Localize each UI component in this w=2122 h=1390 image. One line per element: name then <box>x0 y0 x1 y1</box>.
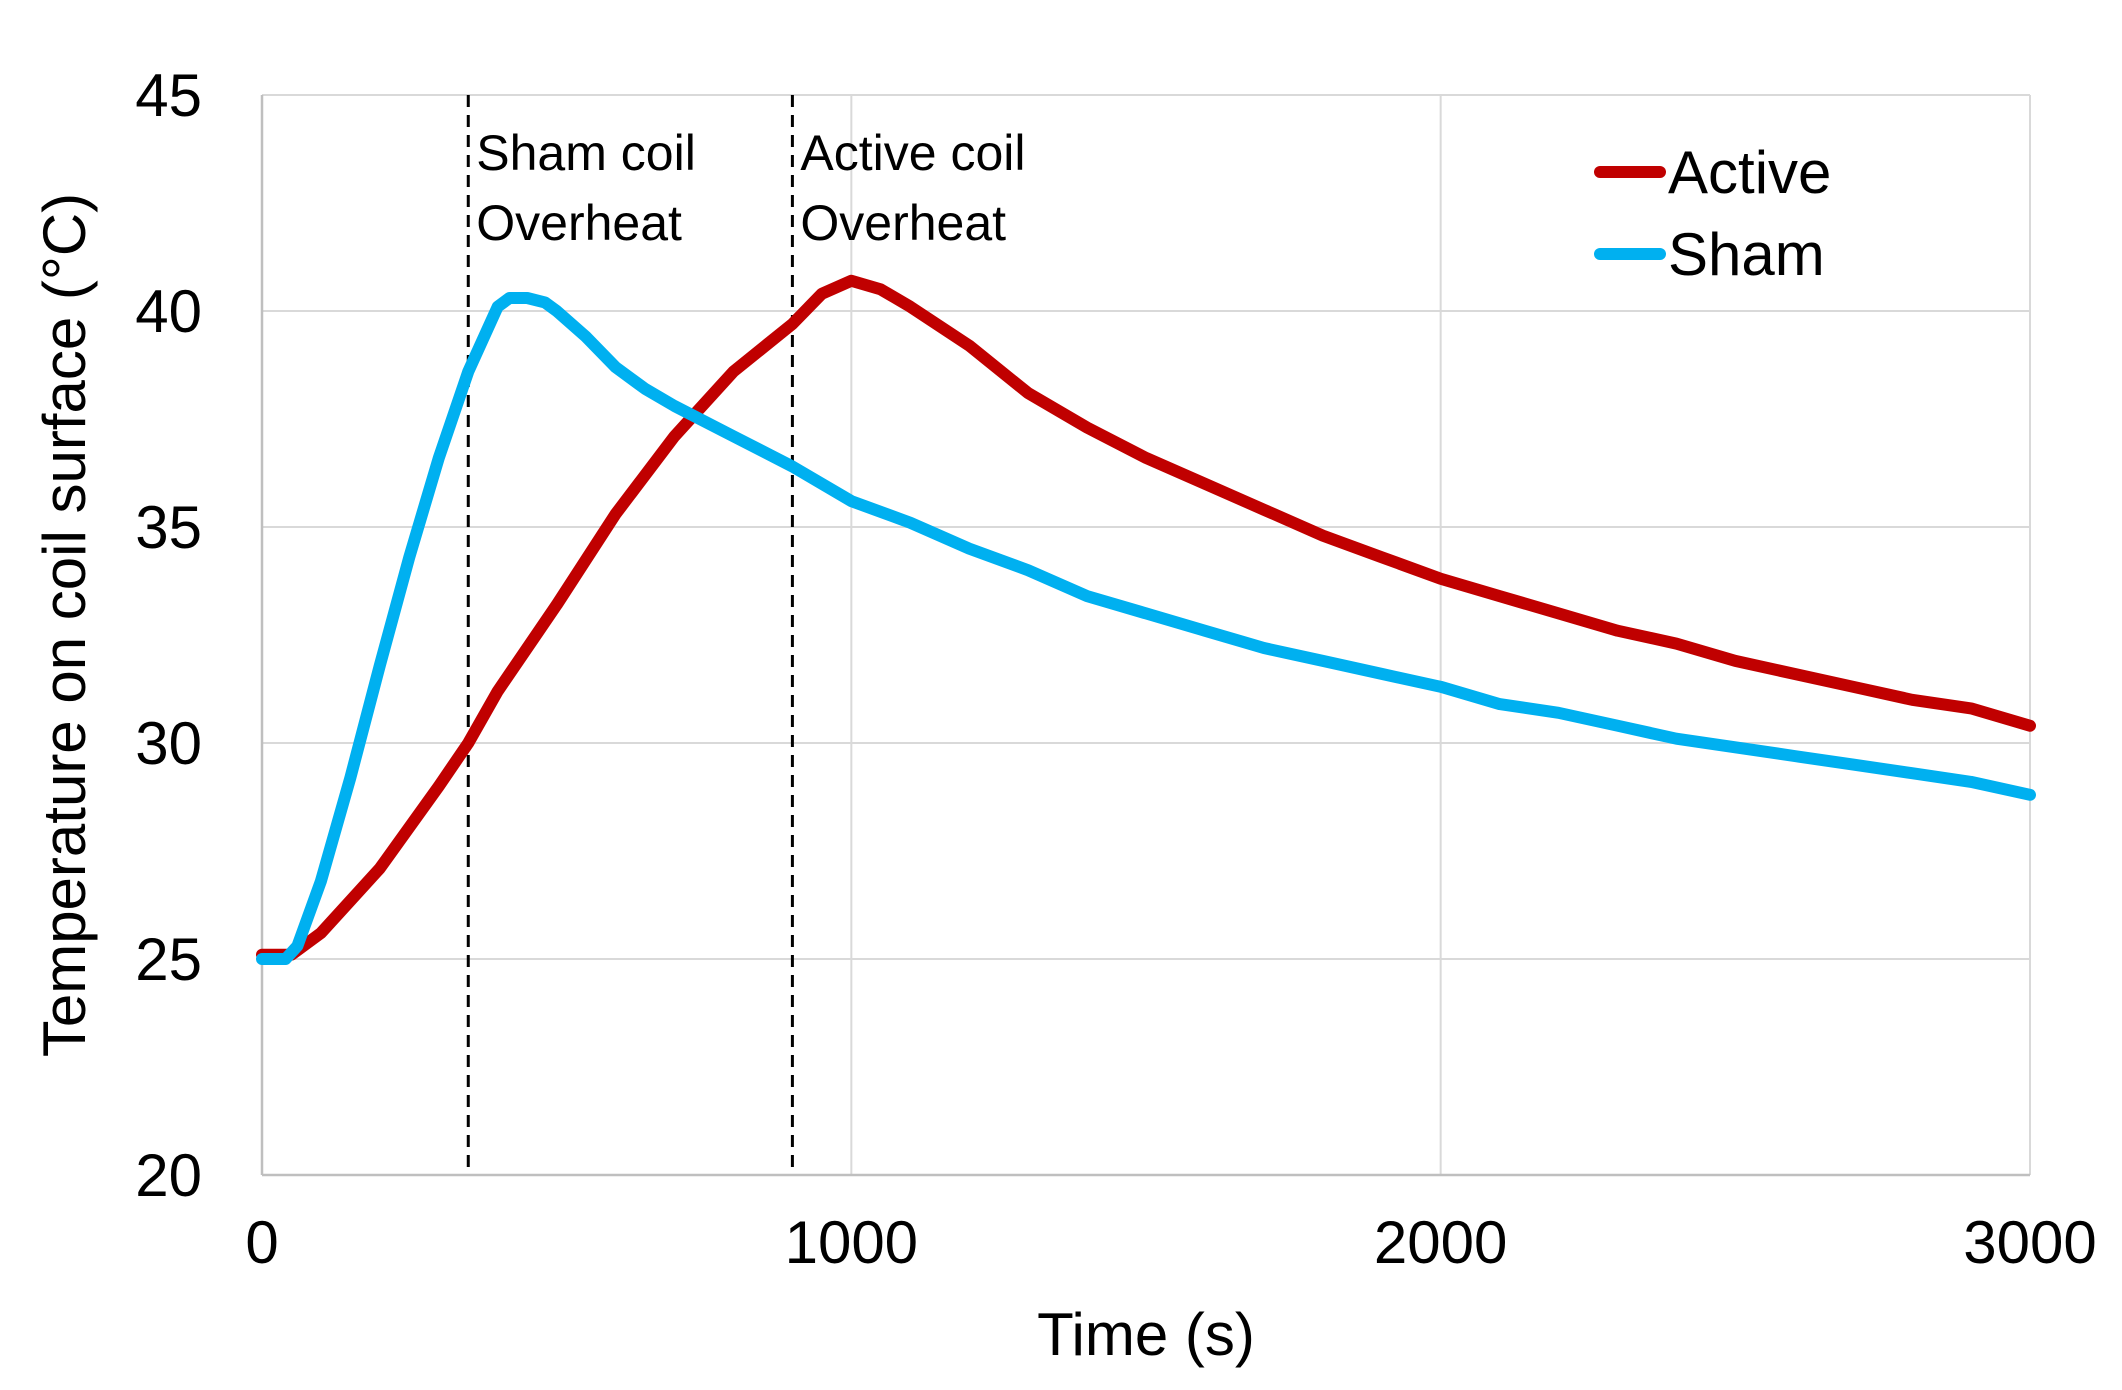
annotation-text: Active coil <box>800 125 1025 181</box>
y-tick-label: 35 <box>135 494 202 561</box>
annotation-text: Overheat <box>476 195 682 251</box>
x-tick-label: 1000 <box>785 1209 918 1276</box>
y-tick-label: 20 <box>135 1142 202 1209</box>
x-tick-label: 3000 <box>1963 1209 2096 1276</box>
y-tick-label: 25 <box>135 926 202 993</box>
legend: Active Sham <box>1594 139 1831 288</box>
series-line-active <box>256 274 2036 961</box>
x-tick-label: 0 <box>245 1209 278 1276</box>
series-line-sham <box>256 292 2036 965</box>
x-axis-title: Time (s) <box>1037 1301 1255 1368</box>
legend-label: Active <box>1668 139 1831 206</box>
y-tick-label: 40 <box>135 278 202 345</box>
tick-labels: 20 25 30 35 40 45 0 1000 2000 3000 <box>135 62 2096 1276</box>
series-layer <box>256 274 2036 965</box>
legend-label: Sham <box>1668 221 1825 288</box>
annotation-text: Sham coil <box>476 125 696 181</box>
y-tick-label: 30 <box>135 710 202 777</box>
overheat-markers <box>466 95 794 1175</box>
x-tick-label: 2000 <box>1374 1209 1507 1276</box>
annotations: Sham coil Overheat Active coil Overheat <box>476 125 1025 251</box>
annotation-text: Overheat <box>800 195 1006 251</box>
axis-layer <box>260 95 2030 1177</box>
y-axis-title: Temperature on coil surface (°C) <box>31 193 98 1057</box>
y-tick-label: 45 <box>135 62 202 129</box>
